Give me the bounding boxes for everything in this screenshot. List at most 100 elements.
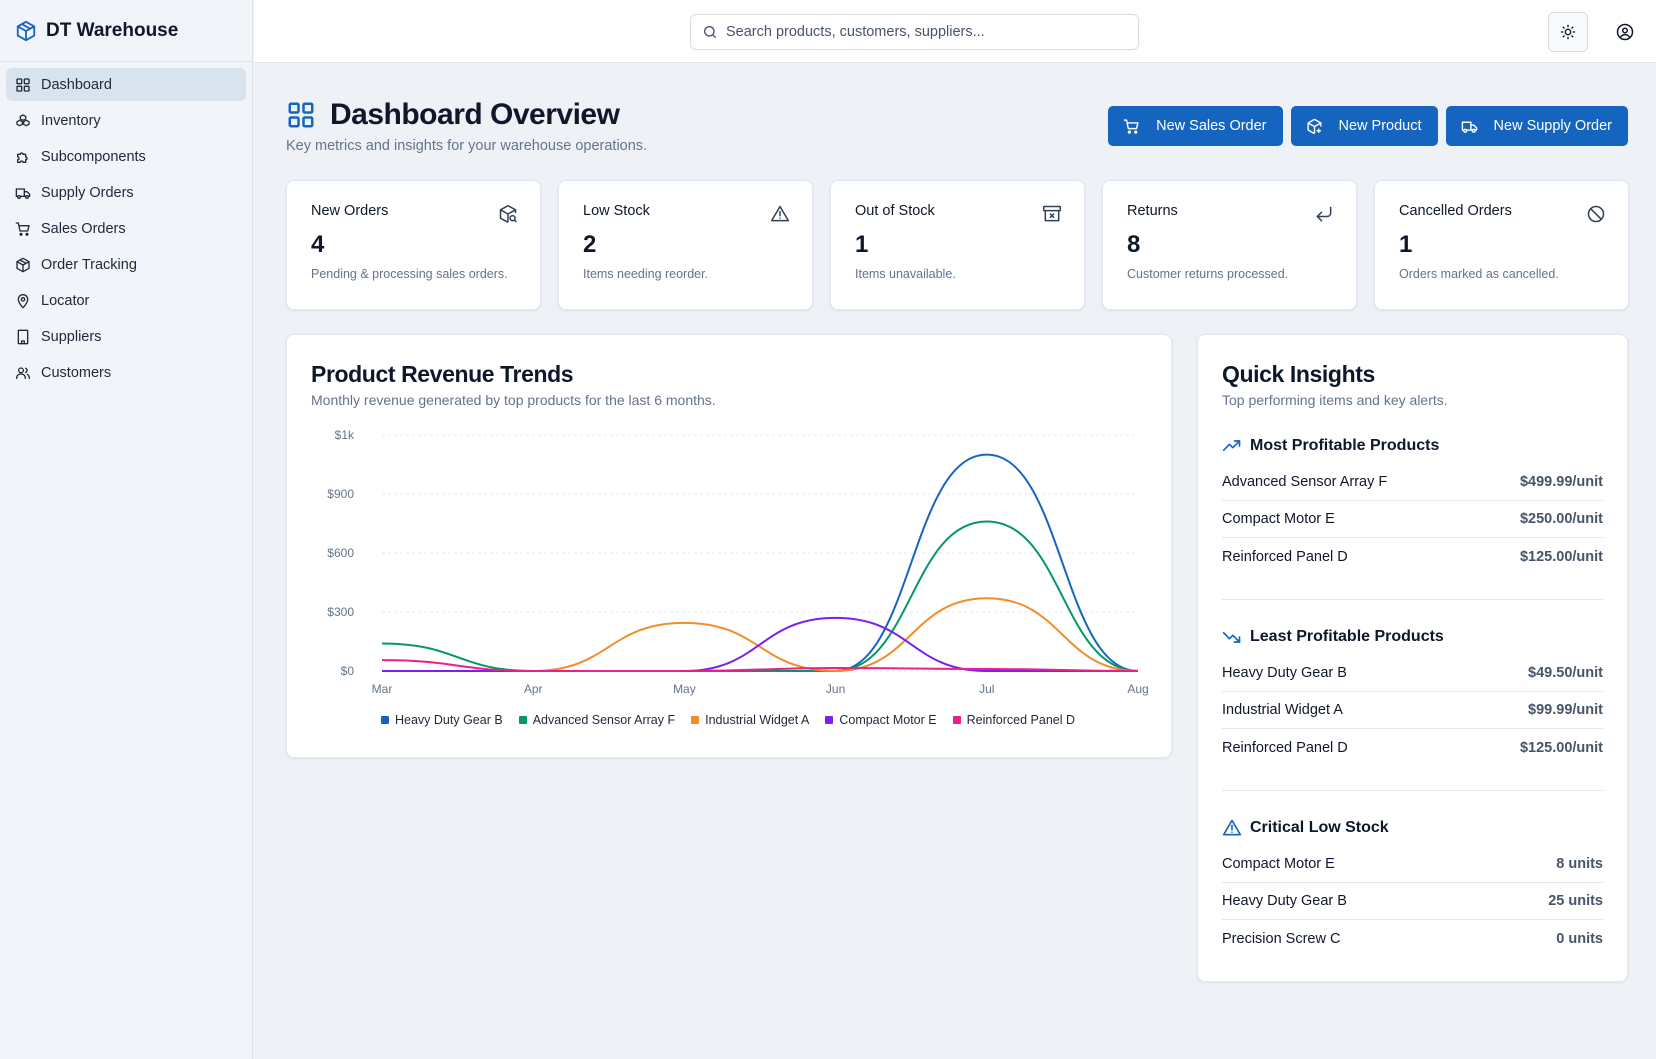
- theme-toggle-button[interactable]: [1548, 12, 1588, 52]
- legend-item[interactable]: Industrial Widget A: [691, 713, 809, 727]
- sidebar-item-order-tracking[interactable]: Order Tracking: [6, 248, 246, 281]
- new-sales-order-button[interactable]: New Sales Order: [1108, 106, 1283, 146]
- stat-desc: Items needing reorder.: [583, 267, 709, 281]
- list-item[interactable]: Advanced Sensor Array F $499.99/unit: [1222, 464, 1603, 501]
- trending-up-icon: [1222, 440, 1241, 451]
- most-profitable-section: Most Profitable Products Advanced Sensor…: [1222, 434, 1603, 575]
- cart-icon: [15, 221, 30, 236]
- sidebar-nav: Dashboard Inventory Subcomponents Supply…: [0, 62, 252, 398]
- package-search-icon: [499, 205, 517, 223]
- item-name: Compact Motor E: [1222, 856, 1335, 872]
- sidebar-item-inventory[interactable]: Inventory: [6, 104, 246, 137]
- truck-icon: [15, 187, 31, 199]
- sidebar-item-suppliers[interactable]: Suppliers: [6, 320, 246, 353]
- page-title: Dashboard Overview: [330, 98, 620, 131]
- sidebar-item-customers[interactable]: Customers: [6, 356, 246, 389]
- trending-down-icon: [1222, 632, 1241, 643]
- page-subtitle: Key metrics and insights for your wareho…: [286, 138, 648, 154]
- critical-low-stock-heading: Critical Low Stock: [1222, 816, 1603, 840]
- legend-item[interactable]: Compact Motor E: [825, 713, 937, 727]
- sidebar-item-label: Inventory: [41, 112, 101, 129]
- new-product-button[interactable]: New Product: [1290, 106, 1438, 146]
- stat-card-new-orders[interactable]: New Orders 4 Pending & processing sales …: [286, 180, 541, 310]
- brand-title: DT Warehouse: [46, 19, 179, 41]
- sidebar-item-subcomponents[interactable]: Subcomponents: [6, 140, 246, 173]
- y-tick-label: $0: [341, 664, 355, 678]
- most-profitable-heading: Most Profitable Products: [1222, 434, 1603, 458]
- list-item[interactable]: Precision Screw C 0 units: [1222, 920, 1603, 957]
- x-tick-label: Mar: [372, 682, 393, 696]
- list-item[interactable]: Heavy Duty Gear B 25 units: [1222, 883, 1603, 920]
- stat-card-low-stock[interactable]: Low Stock 2 Items needing reorder.: [558, 180, 813, 310]
- list-item[interactable]: Reinforced Panel D $125.00/unit: [1222, 538, 1603, 575]
- search-box[interactable]: [690, 14, 1139, 50]
- stat-value: 2: [583, 231, 597, 258]
- y-tick-label: $1k: [335, 428, 355, 442]
- revenue-line-chart[interactable]: $0 $300 $600 $900 $1k Mar Apr May Jun Jul Aug: [287, 335, 1173, 759]
- brand[interactable]: DT Warehouse: [0, 0, 252, 62]
- x-tick-label: May: [673, 682, 696, 696]
- stat-card-out-of-stock[interactable]: Out of Stock 1 Items unavailable.: [830, 180, 1085, 310]
- grid-icon: [16, 77, 30, 92]
- critical-low-stock-section: Critical Low Stock Compact Motor E 8 unit…: [1222, 816, 1603, 957]
- series-line: [382, 597, 1139, 673]
- user-menu-button[interactable]: [1607, 14, 1643, 50]
- item-name: Reinforced Panel D: [1222, 739, 1348, 756]
- stat-value: 4: [311, 231, 325, 258]
- sidebar-item-supply-orders[interactable]: Supply Orders: [6, 176, 246, 209]
- list-item[interactable]: Compact Motor E 8 units: [1222, 846, 1603, 883]
- item-name: Precision Screw C: [1222, 930, 1341, 947]
- x-tick-label: Jun: [826, 682, 845, 696]
- stat-desc: Items unavailable.: [855, 267, 956, 281]
- y-tick-label: $900: [327, 487, 354, 501]
- sidebar-item-dashboard[interactable]: Dashboard: [6, 68, 246, 101]
- sidebar-item-locator[interactable]: Locator: [6, 284, 246, 317]
- list-item[interactable]: Compact Motor E $250.00/unit: [1222, 501, 1603, 538]
- truck-icon: [1461, 121, 1477, 133]
- stat-label: Returns: [1127, 203, 1178, 219]
- users-icon: [16, 366, 30, 379]
- stat-value: 1: [1399, 231, 1413, 258]
- least-profitable-list: Heavy Duty Gear B $49.50/unit Industrial …: [1222, 655, 1603, 766]
- x-tick-label: Apr: [524, 682, 543, 696]
- stat-card-cancelled-orders[interactable]: Cancelled Orders 1 Orders marked as canc…: [1374, 180, 1629, 310]
- sidebar-item-sales-orders[interactable]: Sales Orders: [6, 212, 246, 245]
- legend-item[interactable]: Reinforced Panel D: [952, 713, 1075, 727]
- stat-label: Out of Stock: [855, 203, 935, 219]
- item-name: Heavy Duty Gear B: [1222, 665, 1347, 681]
- stat-desc: Customer returns processed.: [1127, 267, 1289, 281]
- list-item[interactable]: Heavy Duty Gear B $49.50/unit: [1222, 655, 1603, 692]
- insights-title: Quick Insights: [1222, 361, 1375, 387]
- legend-item[interactable]: Advanced Sensor Array F: [518, 713, 676, 727]
- warning-triangle-icon: [1222, 819, 1242, 836]
- item-name: Compact Motor E: [1222, 511, 1335, 527]
- item-value: $499.99/unit: [1519, 474, 1603, 490]
- section-divider: [1222, 599, 1603, 600]
- new-product-label: New Product: [1338, 118, 1422, 134]
- search-input[interactable]: [726, 24, 1126, 40]
- legend-item[interactable]: Heavy Duty Gear B: [381, 713, 503, 727]
- quick-insights-card: Quick Insights Top performing items and …: [1197, 334, 1628, 982]
- sidebar-item-label: Sales Orders: [41, 220, 126, 237]
- series-line: [381, 520, 1139, 672]
- legend-label: Advanced Sensor Array F: [532, 713, 676, 727]
- list-item[interactable]: Reinforced Panel D $125.00/unit: [1222, 729, 1603, 766]
- list-item[interactable]: Industrial Widget A $99.99/unit: [1222, 692, 1603, 729]
- stats-row: New Orders 4 Pending & processing sales …: [286, 180, 1629, 310]
- series-line: [381, 659, 1139, 672]
- chart-subtitle: Monthly revenue generated by top product…: [311, 392, 716, 408]
- package-plus-icon: [1306, 118, 1322, 134]
- legend-swatch: [691, 716, 700, 724]
- stat-desc: Orders marked as cancelled.: [1399, 267, 1559, 281]
- insights-subtitle: Top performing items and key alerts.: [1222, 392, 1448, 408]
- sidebar-item-label: Order Tracking: [41, 256, 137, 273]
- archive-x-icon: [1042, 205, 1062, 222]
- item-name: Heavy Duty Gear B: [1222, 893, 1347, 909]
- item-name: Advanced Sensor Array F: [1222, 474, 1388, 490]
- chart-title: Product Revenue Trends: [311, 361, 574, 387]
- new-sales-order-label: New Sales Order: [1156, 118, 1267, 134]
- item-value: $125.00/unit: [1519, 739, 1603, 756]
- stat-card-returns[interactable]: Returns 8 Customer returns processed.: [1102, 180, 1357, 310]
- sidebar-item-label: Suppliers: [41, 328, 102, 345]
- new-supply-order-button[interactable]: New Supply Order: [1445, 106, 1628, 146]
